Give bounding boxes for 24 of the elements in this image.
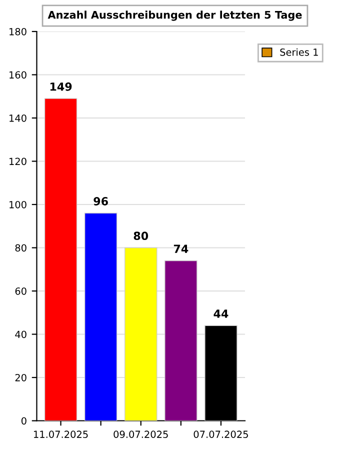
y-tick-label: 60 [15, 287, 26, 295]
y-tick-label: 140 [10, 114, 26, 122]
y-tick-label: 120 [10, 158, 26, 166]
data-label: 96 [94, 197, 108, 206]
y-tick-label: 100 [10, 200, 26, 208]
x-tick-label: 07.07.2025 [194, 430, 248, 438]
y-tick-label: 80 [15, 244, 26, 252]
bar [84, 212, 118, 421]
x-tick-label: 11.07.2025 [34, 430, 88, 438]
data-label: 149 [50, 82, 72, 91]
y-tick-label: 160 [10, 71, 26, 79]
x-tick-label: 09.07.2025 [114, 430, 168, 438]
y-tick-label: 40 [15, 330, 26, 338]
y-tick-label: 180 [10, 28, 26, 36]
chart-title: Anzahl Ausschreibungen der letzten 5 Tage [48, 10, 302, 21]
bar [44, 98, 78, 421]
text: Series 1 [280, 48, 318, 56]
y-tick-label: 0 [21, 417, 26, 425]
data-label: 80 [134, 232, 148, 240]
bar [164, 260, 198, 421]
data-label: 44 [214, 310, 228, 318]
data-label: 74 [174, 244, 188, 253]
y-tick-label: 20 [15, 374, 26, 382]
bar [124, 247, 158, 421]
